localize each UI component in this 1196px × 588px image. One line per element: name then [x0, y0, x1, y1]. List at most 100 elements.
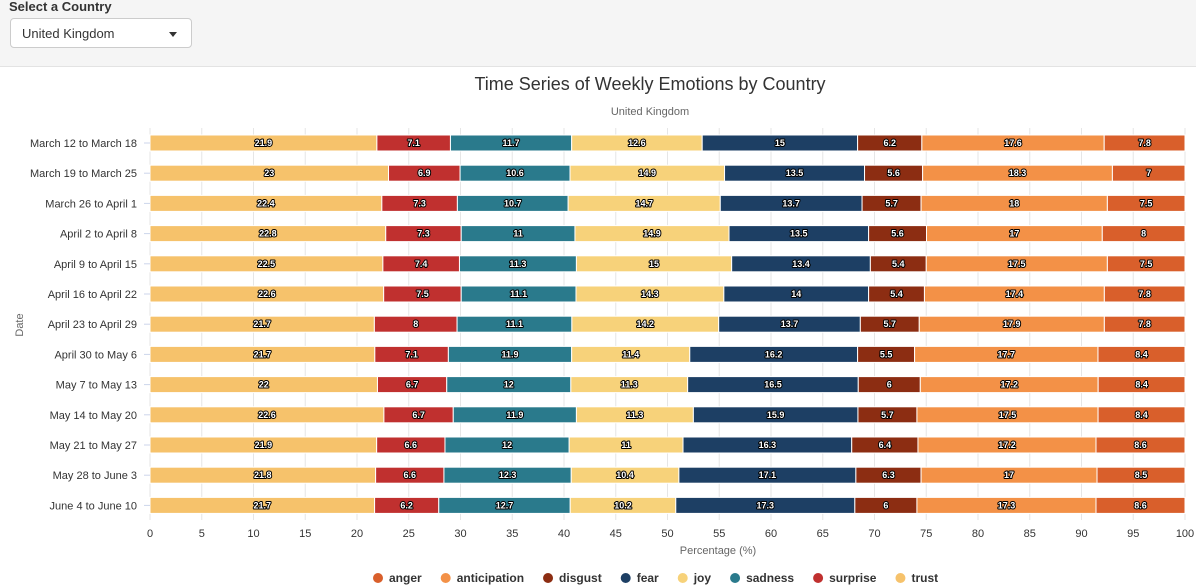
data-label: 11.4: [622, 349, 639, 359]
data-label: 14: [791, 289, 801, 299]
data-label: 16.3: [759, 440, 777, 450]
legend-marker: [440, 573, 451, 583]
data-label: 11.3: [621, 380, 638, 390]
legend-marker: [730, 573, 741, 583]
bar-segment-anger: [1095, 496, 1186, 514]
data-label: 8.4: [1135, 349, 1148, 359]
data-label: 13.4: [792, 259, 810, 269]
legend-item-sadness[interactable]: sadness: [730, 571, 794, 585]
data-label: 17: [1009, 229, 1019, 239]
category-label: April 23 to April 29: [48, 319, 137, 331]
data-label: 12: [504, 380, 514, 390]
data-label: 10.4: [616, 470, 634, 480]
legend-label: anger: [389, 571, 422, 585]
data-label: 6.7: [412, 410, 425, 420]
data-label: 22.5: [258, 259, 276, 269]
legend-label: sadness: [746, 571, 794, 585]
data-label: 6.3: [882, 470, 895, 480]
legend-marker: [677, 573, 688, 583]
category-label: April 30 to May 6: [54, 349, 137, 361]
data-label: 11.1: [510, 289, 527, 299]
data-label: 13.7: [781, 319, 799, 329]
data-label: 15: [649, 259, 659, 269]
data-label: 7.5: [1140, 198, 1153, 208]
x-axis-title: Percentage (%): [680, 545, 756, 557]
data-label: 17.4: [1006, 289, 1024, 299]
data-label: 8: [413, 319, 418, 329]
data-label: 5.6: [891, 229, 904, 239]
legend-item-surprise[interactable]: surprise: [813, 571, 877, 585]
legend-item-joy[interactable]: joy: [677, 571, 712, 585]
bar-segment-anger: [1106, 194, 1186, 212]
data-label: 12.3: [499, 470, 517, 480]
data-label: 14.7: [635, 198, 653, 208]
legend-item-anticipation[interactable]: anticipation: [440, 571, 524, 585]
data-label: 17.5: [999, 410, 1017, 420]
x-tick-label: 15: [299, 528, 311, 540]
data-label: 6.9: [418, 168, 431, 178]
category-label: March 26 to April 1: [45, 198, 137, 210]
legend-label: fear: [637, 571, 659, 585]
data-label: 6.2: [400, 500, 413, 510]
data-label: 22.8: [259, 229, 277, 239]
bar-segment-anger: [1095, 436, 1186, 454]
x-tick-label: 30: [454, 528, 466, 540]
legend-item-anger[interactable]: anger: [373, 571, 422, 585]
data-label: 5.4: [890, 289, 903, 299]
category-label: April 2 to April 8: [60, 229, 137, 241]
data-label: 12.6: [628, 138, 646, 148]
category-label: April 16 to April 22: [48, 289, 137, 301]
data-label: 14.9: [643, 229, 661, 239]
data-label: 5.7: [884, 319, 897, 329]
data-label: 17.7: [998, 349, 1016, 359]
country-select-value: United Kingdom: [22, 26, 115, 41]
data-label: 16.2: [765, 349, 783, 359]
data-label: 18: [1009, 198, 1019, 208]
category-label: March 19 to March 25: [30, 168, 137, 180]
data-label: 13.5: [790, 229, 808, 239]
data-label: 7.3: [417, 229, 430, 239]
data-label: 11.3: [509, 259, 526, 269]
x-tick-label: 20: [351, 528, 363, 540]
legend-item-disgust[interactable]: disgust: [543, 571, 602, 585]
x-tick-label: 0: [147, 528, 153, 540]
x-tick-label: 75: [920, 528, 932, 540]
legend-item-trust[interactable]: trust: [895, 571, 938, 585]
data-label: 17.2: [1000, 380, 1018, 390]
bar-segment-anger: [1097, 376, 1186, 394]
data-label: 7.8: [1138, 319, 1151, 329]
data-label: 8.6: [1134, 440, 1147, 450]
data-label: 6: [883, 500, 888, 510]
x-tick-label: 55: [713, 528, 725, 540]
x-tick-label: 50: [661, 528, 673, 540]
category-label: March 12 to March 18: [30, 138, 137, 150]
data-label: 6.6: [404, 470, 417, 480]
category-label: May 21 to May 27: [50, 440, 137, 452]
legend: anger anticipation disgust fear joy sadness su…: [373, 571, 938, 585]
country-select[interactable]: United Kingdom: [10, 18, 192, 48]
data-label: 11.7: [503, 138, 520, 148]
x-tick-label: 60: [765, 528, 777, 540]
category-axis: March 12 to March 18 March 19 to March 25…: [30, 138, 150, 512]
data-label: 10.6: [506, 168, 524, 178]
chart-subtitle: United Kingdom: [611, 106, 689, 118]
bar-segment-anger: [1096, 466, 1186, 484]
data-label: 13.7: [782, 198, 800, 208]
bar-segment-anger: [1097, 345, 1186, 363]
data-label: 11.3: [626, 410, 643, 420]
bar-segment-anger: [1111, 164, 1186, 182]
x-tick-label: 100: [1176, 528, 1194, 540]
data-label: 17.6: [1004, 138, 1022, 148]
data-label: 22: [259, 380, 269, 390]
legend-marker: [895, 573, 906, 583]
data-label: 17.5: [1008, 259, 1026, 269]
data-label: 7.5: [1140, 259, 1153, 269]
bar-segment-anger: [1103, 315, 1186, 333]
category-label: May 28 to June 3: [53, 470, 137, 482]
legend-item-fear[interactable]: fear: [620, 571, 659, 585]
data-label: 7.5: [416, 289, 429, 299]
data-label: 6.6: [405, 440, 418, 450]
x-tick-label: 80: [972, 528, 984, 540]
data-label: 7.4: [415, 259, 428, 269]
